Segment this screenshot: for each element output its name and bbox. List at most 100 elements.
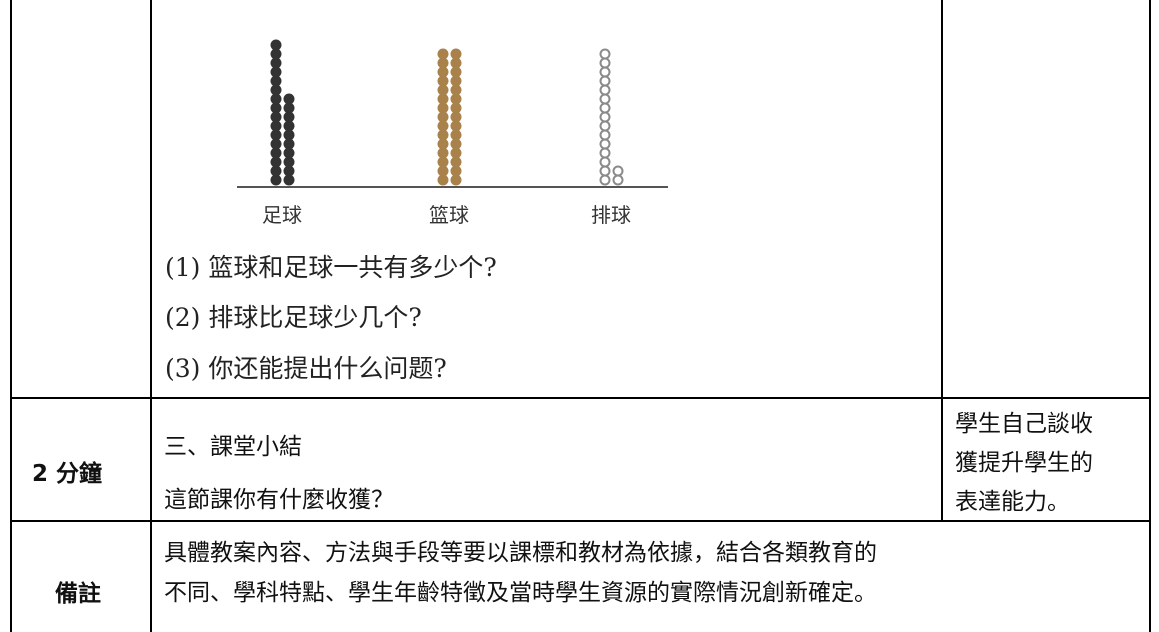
bead	[283, 102, 295, 114]
bead	[612, 165, 624, 177]
bead-column	[599, 48, 611, 186]
border	[10, 520, 1151, 522]
bead	[270, 120, 282, 132]
content: 三、課堂小結	[164, 434, 302, 460]
bead	[270, 165, 282, 177]
bead	[599, 102, 611, 114]
note: 獲提升學生的	[955, 450, 1093, 476]
bead	[450, 120, 462, 132]
bead	[283, 129, 295, 141]
bead	[612, 174, 624, 186]
bead	[437, 138, 449, 150]
border	[1149, 0, 1151, 632]
bead	[437, 156, 449, 168]
bead	[437, 174, 449, 186]
bead	[437, 66, 449, 78]
bead	[283, 120, 295, 132]
bead	[599, 165, 611, 177]
column-label: 篮球	[429, 203, 469, 227]
question: (3) 你还能提出什么问题?	[165, 354, 447, 383]
bead	[270, 147, 282, 159]
bead-column	[437, 48, 449, 186]
bead	[599, 111, 611, 123]
bead	[270, 39, 282, 51]
bead-column	[270, 39, 282, 186]
bead	[450, 93, 462, 105]
bead	[437, 165, 449, 177]
column-label: 排球	[591, 203, 631, 227]
bead	[599, 93, 611, 105]
bead	[450, 66, 462, 78]
bead	[599, 129, 611, 141]
bead	[437, 84, 449, 96]
bead	[270, 138, 282, 150]
bead	[437, 93, 449, 105]
bead	[437, 75, 449, 87]
bead	[599, 84, 611, 96]
border	[10, 0, 12, 632]
bead	[599, 156, 611, 168]
content: 具體教案內容、方法與手段等要以課標和教材為依據，結合各類教育的	[164, 540, 877, 566]
bead	[283, 174, 295, 186]
bead	[437, 147, 449, 159]
bead	[283, 93, 295, 105]
bead	[283, 111, 295, 123]
border	[941, 0, 943, 521]
bead	[437, 129, 449, 141]
bead	[437, 57, 449, 69]
bead	[450, 147, 462, 159]
bead	[270, 156, 282, 168]
bead	[450, 129, 462, 141]
bead	[450, 111, 462, 123]
bead	[437, 120, 449, 132]
bead	[450, 165, 462, 177]
bead	[270, 57, 282, 69]
bead	[599, 174, 611, 186]
bead	[283, 147, 295, 159]
bead	[270, 66, 282, 78]
note: 學生自己談收	[955, 411, 1093, 437]
bead	[270, 174, 282, 186]
content: 不同、學科特點、學生年齡特徵及當時學生資源的實際情況創新確定。	[164, 580, 877, 606]
bead	[270, 111, 282, 123]
bead	[270, 102, 282, 114]
bead	[270, 129, 282, 141]
question: (2) 排球比足球少几个?	[165, 303, 422, 332]
border	[10, 397, 1151, 399]
bead	[270, 93, 282, 105]
bead	[599, 120, 611, 132]
bead	[270, 84, 282, 96]
bead	[599, 75, 611, 87]
bead	[437, 102, 449, 114]
column-label: 足球	[262, 203, 302, 227]
question: (1) 篮球和足球一共有多少个?	[165, 253, 497, 282]
bead	[450, 138, 462, 150]
bead	[450, 57, 462, 69]
figure: 足球 篮球 排球	[237, 39, 668, 227]
bead	[450, 174, 462, 186]
content: 這節課你有什麼收獲？	[164, 487, 394, 513]
bead	[450, 84, 462, 96]
bead	[599, 66, 611, 78]
bead-column	[612, 165, 624, 186]
bead	[599, 147, 611, 159]
bead	[283, 138, 295, 150]
bead	[599, 48, 611, 60]
bead-column	[283, 93, 295, 186]
note: 表達能力。	[955, 489, 1070, 515]
bead	[283, 165, 295, 177]
border	[150, 0, 152, 632]
bead	[450, 156, 462, 168]
bead	[270, 48, 282, 60]
bead	[599, 57, 611, 69]
time: 2 分鐘	[32, 461, 103, 487]
bead	[450, 48, 462, 60]
bead-column	[450, 48, 462, 186]
bead	[450, 102, 462, 114]
bead	[450, 75, 462, 87]
bead	[437, 111, 449, 123]
bead	[599, 138, 611, 150]
bead	[437, 48, 449, 60]
bead	[270, 75, 282, 87]
